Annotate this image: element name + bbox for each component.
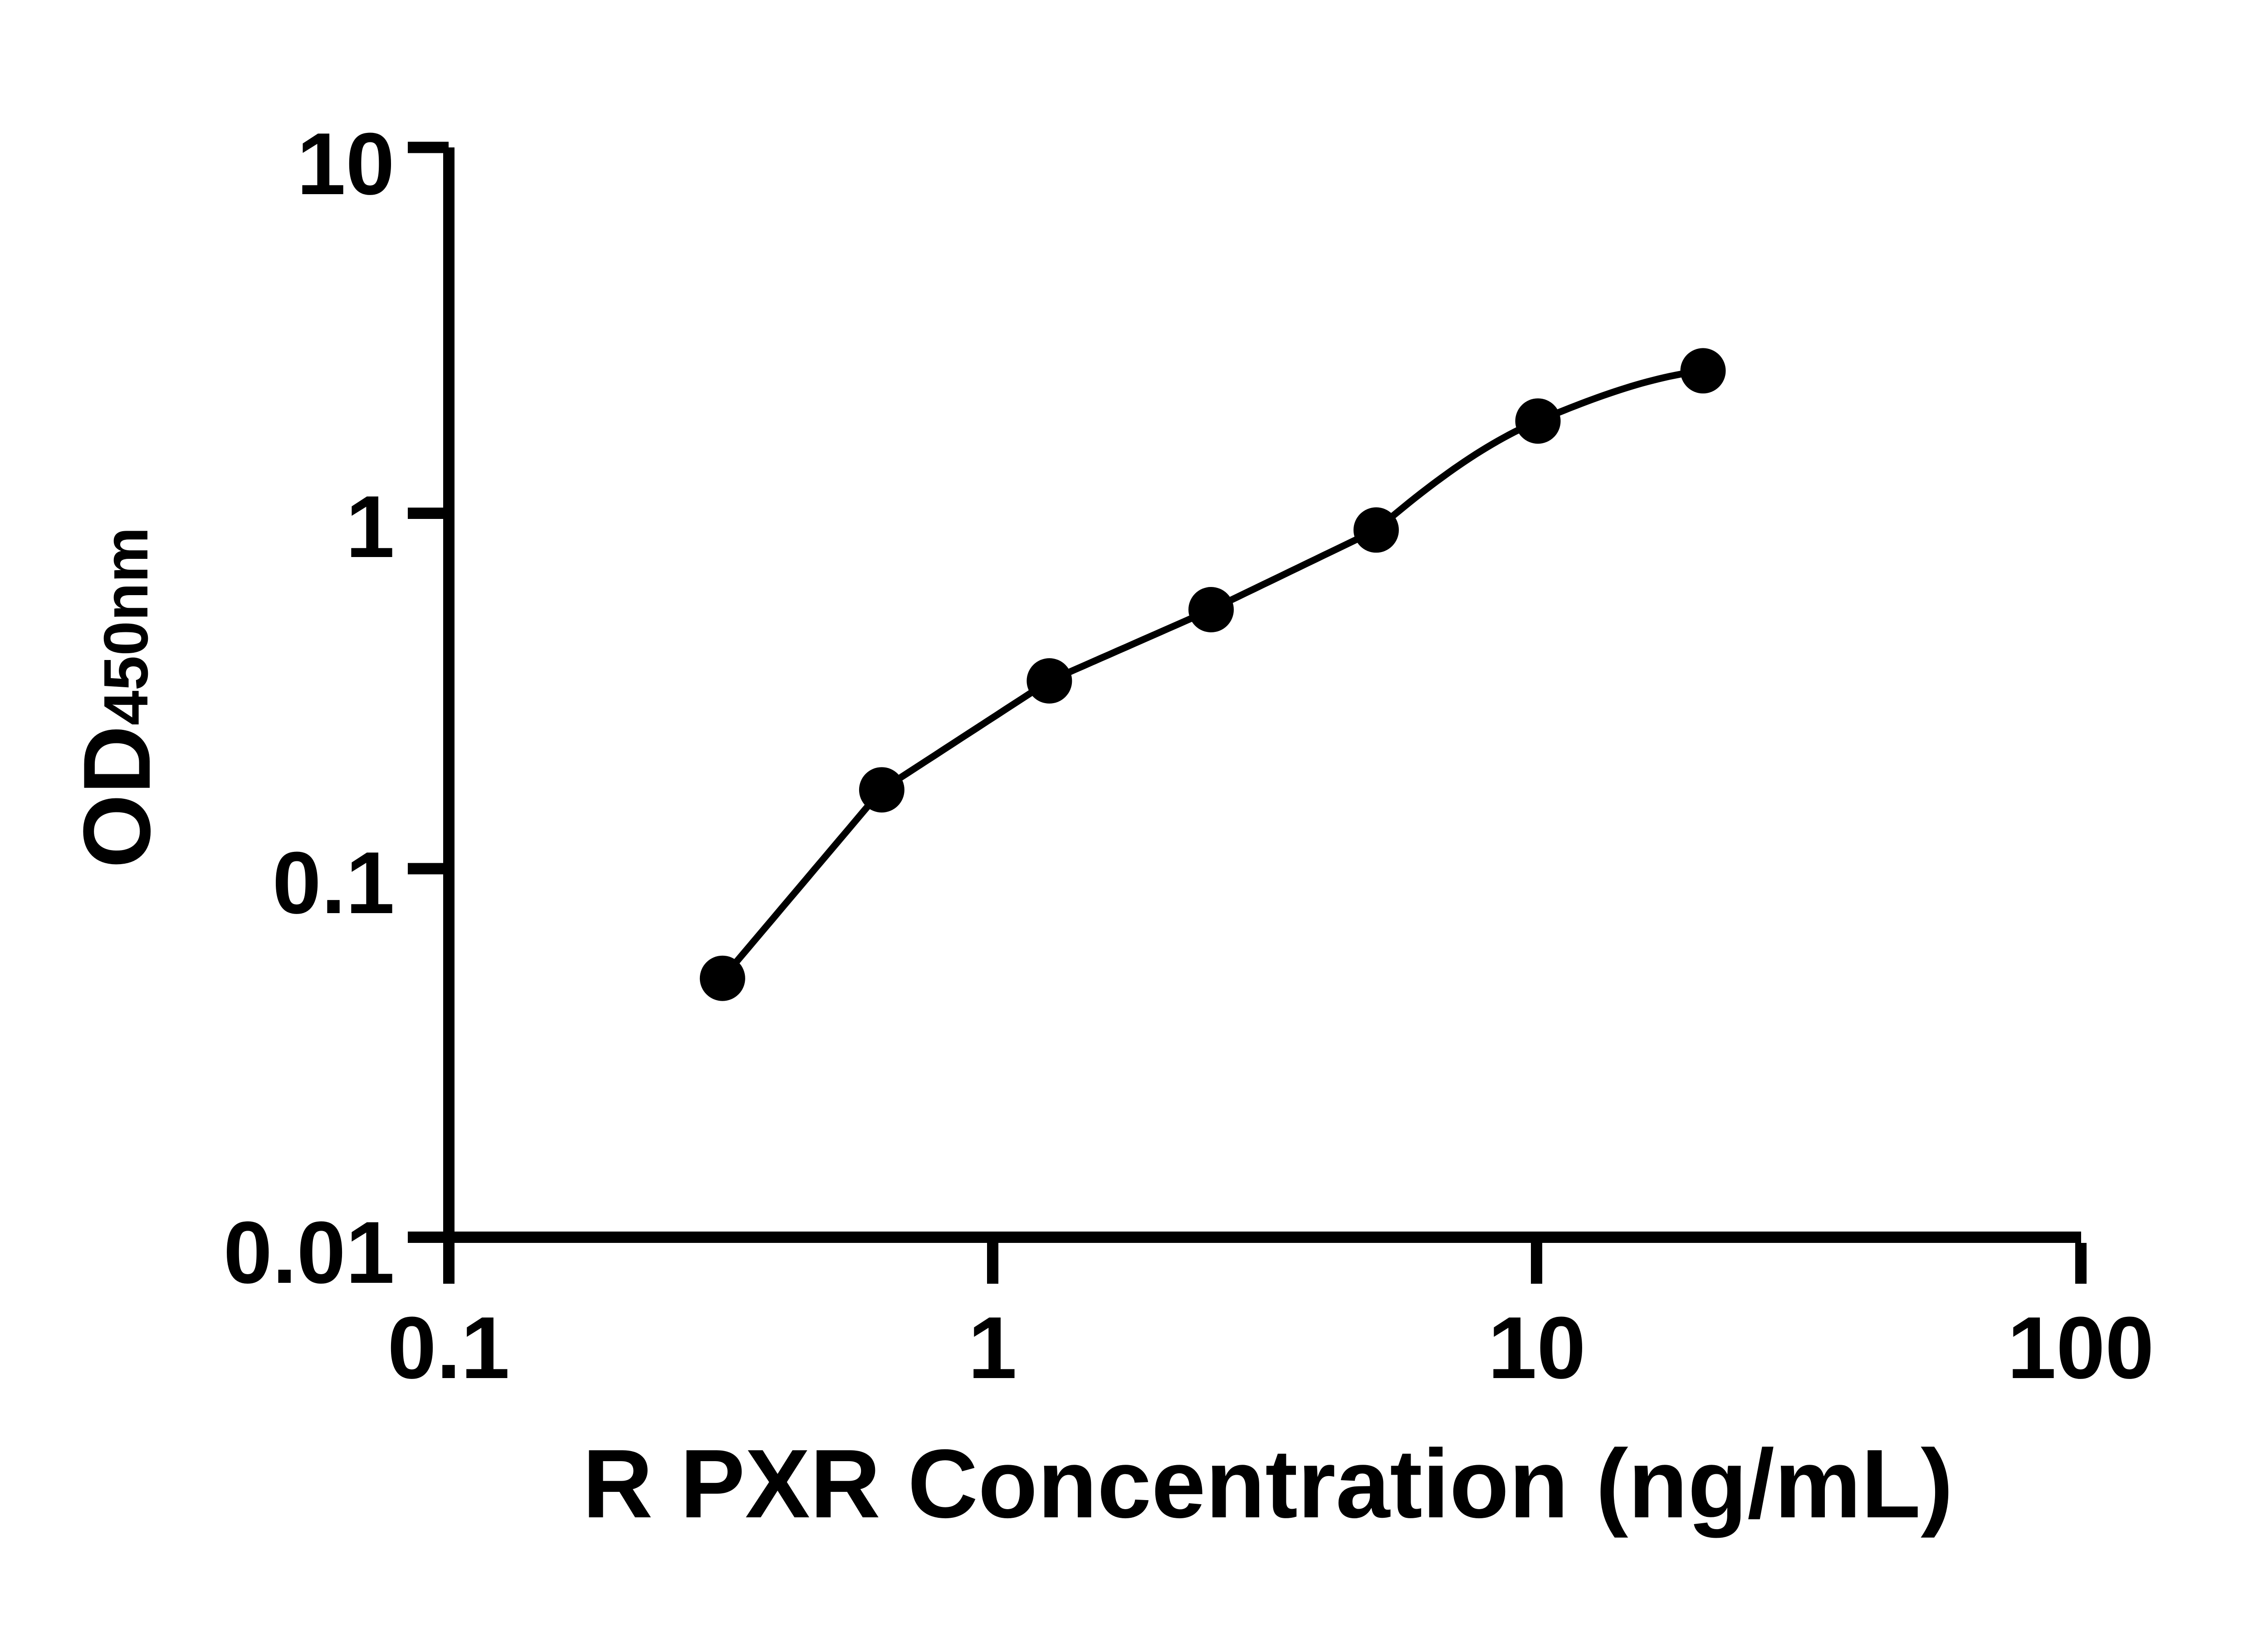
- svg-text:R PXR Concentration (ng/mL): R PXR Concentration (ng/mL): [582, 1429, 1953, 1538]
- svg-text:10: 10: [1488, 1299, 1586, 1397]
- svg-text:10: 10: [297, 115, 395, 213]
- svg-text:100: 100: [2007, 1299, 2154, 1397]
- svg-text:1: 1: [346, 478, 395, 576]
- svg-text:1: 1: [968, 1299, 1017, 1397]
- svg-text:0.01: 0.01: [223, 1203, 395, 1302]
- svg-text:0.1: 0.1: [272, 834, 395, 932]
- svg-text:0.1: 0.1: [387, 1299, 510, 1397]
